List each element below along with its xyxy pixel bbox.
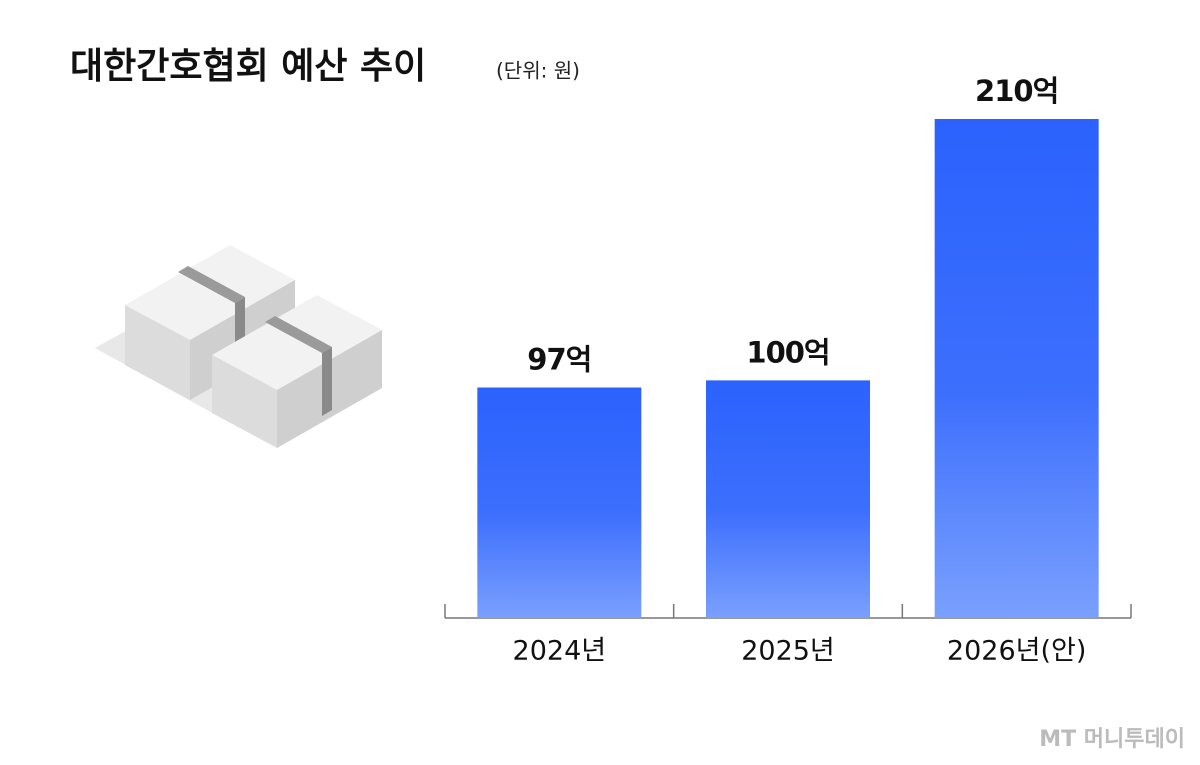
value-label: 100억 [746,335,829,369]
chart-title: 대한간호협회 예산 추이 [70,46,426,87]
money-illustration [95,245,382,448]
value-label: 210억 [975,74,1058,108]
chart-subtitle: (단위: 원) [496,59,580,83]
x-tick-label: 2026년(안) [947,636,1086,667]
bar [706,380,870,618]
bar [934,119,1099,618]
x-tick-label: 2025년 [741,636,835,667]
x-tick-label: 2024년 [513,636,607,667]
bar [477,387,642,618]
watermark: MT 머니투데이 [1039,727,1185,752]
value-label: 97억 [527,343,591,377]
